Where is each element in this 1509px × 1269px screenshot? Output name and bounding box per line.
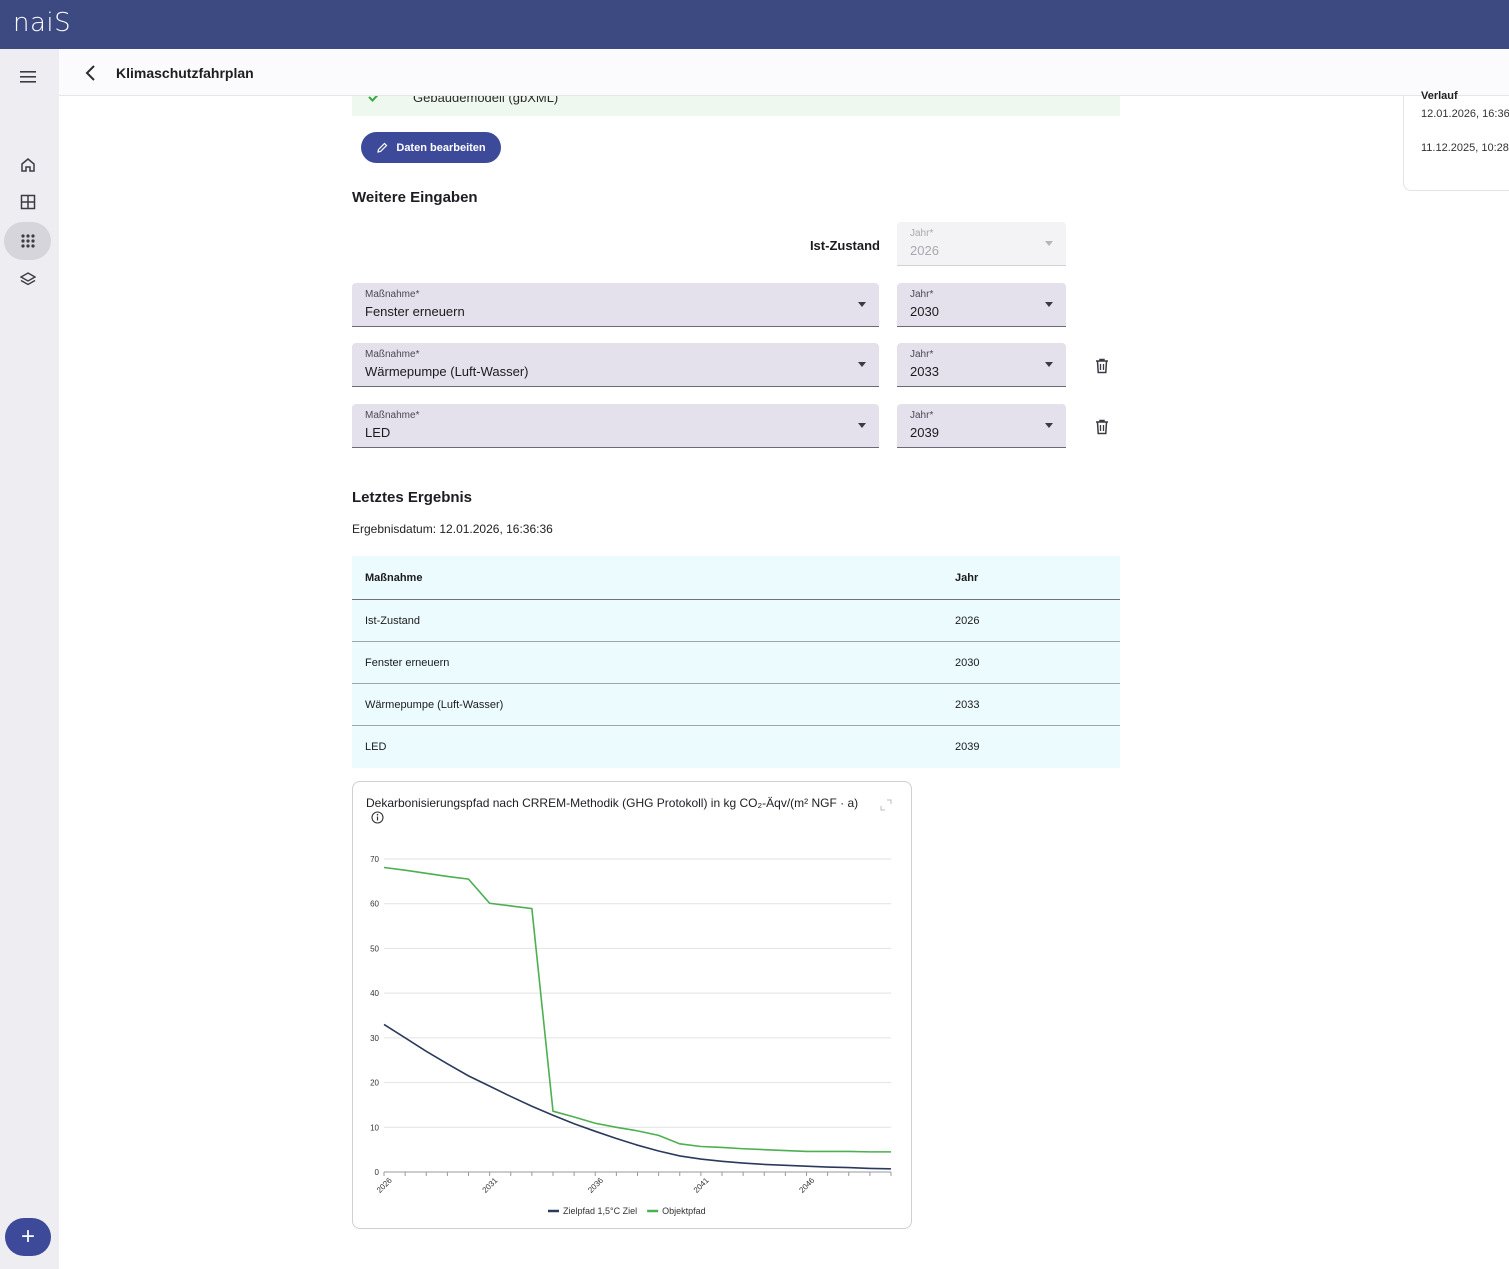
edit-data-label: Daten bearbeiten bbox=[396, 141, 486, 154]
table-row: LED 2039 bbox=[352, 726, 1120, 768]
history-entry[interactable]: 11.12.2025, 10:28 bbox=[1421, 142, 1509, 154]
legend-label: Objektpfad bbox=[662, 1206, 706, 1216]
dropdown-caret-icon bbox=[1045, 241, 1053, 246]
check-icon bbox=[368, 96, 379, 102]
field-value: LED bbox=[365, 425, 391, 440]
field-value: Fenster erneuern bbox=[365, 304, 465, 319]
x-tick-label: 2041 bbox=[692, 1175, 711, 1194]
navigation-rail bbox=[0, 49, 59, 1269]
table-cell: 2039 bbox=[955, 741, 980, 753]
info-icon[interactable] bbox=[371, 811, 384, 824]
x-tick-label: 2036 bbox=[586, 1175, 605, 1194]
field-label: Jahr* bbox=[910, 349, 934, 360]
y-tick-label: 60 bbox=[370, 900, 379, 909]
table-cell: Wärmepumpe (Luft-Wasser) bbox=[365, 698, 504, 711]
back-arrow-icon[interactable] bbox=[81, 63, 101, 83]
history-entry[interactable]: 12.01.2026, 16:36 bbox=[1421, 108, 1509, 120]
home-icon[interactable] bbox=[4, 146, 51, 184]
field-value: Wärmepumpe (Luft-Wasser) bbox=[365, 364, 529, 379]
measure-select[interactable]: Maßnahme* LED bbox=[352, 404, 879, 448]
ist-year-select: Jahr* 2026 bbox=[897, 222, 1066, 266]
table-row: Ist-Zustand 2026 bbox=[352, 600, 1120, 642]
history-panel: Verlauf 12.01.2026, 16:36 11.12.2025, 10… bbox=[1403, 90, 1509, 191]
y-tick-label: 70 bbox=[370, 855, 379, 864]
apps-icon[interactable] bbox=[4, 222, 51, 260]
layers-icon[interactable] bbox=[4, 260, 51, 298]
dashboard-icon[interactable] bbox=[4, 183, 51, 221]
add-button[interactable]: + bbox=[5, 1218, 51, 1256]
table-cell: Ist-Zustand bbox=[365, 614, 421, 627]
measure-select[interactable]: Maßnahme* Fenster erneuern bbox=[352, 283, 879, 327]
field-value: 2039 bbox=[910, 425, 939, 440]
dropdown-caret-icon bbox=[858, 423, 866, 428]
delete-icon[interactable] bbox=[1093, 418, 1111, 436]
column-header: Jahr bbox=[955, 571, 979, 584]
result-table: Maßnahme Jahr Ist-Zustand 2026 Fenster e… bbox=[352, 556, 1120, 768]
dropdown-caret-icon bbox=[1045, 302, 1053, 307]
column-header: Maßnahme bbox=[365, 571, 423, 584]
section-title-weitere: Weitere Eingaben bbox=[352, 189, 478, 206]
table-cell: 2026 bbox=[955, 614, 980, 627]
dropdown-caret-icon bbox=[858, 362, 866, 367]
field-label: Maßnahme* bbox=[365, 410, 420, 421]
table-row: Fenster erneuern 2030 bbox=[352, 642, 1120, 684]
input-status-row: Gebäudemodell (gbXML) bbox=[352, 96, 1120, 116]
expand-icon[interactable] bbox=[880, 799, 892, 811]
line-chart: 0 10 20 30 40 50 60 70 2026 2031 2036 2041 2046 Zielp… bbox=[370, 855, 892, 1216]
field-value: 2033 bbox=[910, 364, 939, 379]
year-select[interactable]: Jahr* 2030 bbox=[897, 283, 1066, 327]
field-label: Jahr* bbox=[910, 228, 934, 239]
y-tick-label: 20 bbox=[370, 1079, 379, 1088]
section-title-ergebnis: Letztes Ergebnis bbox=[352, 489, 473, 506]
field-label: Maßnahme* bbox=[365, 289, 420, 300]
field-label: Jahr* bbox=[910, 410, 934, 421]
table-cell: 2033 bbox=[955, 698, 980, 711]
model-file-label: Gebäudemodell (gbXML) bbox=[413, 96, 559, 105]
dropdown-caret-icon bbox=[1045, 362, 1053, 367]
y-tick-label: 40 bbox=[370, 989, 379, 998]
edit-data-button[interactable]: Daten bearbeiten bbox=[361, 132, 501, 163]
delete-icon[interactable] bbox=[1093, 357, 1111, 375]
field-value: 2026 bbox=[910, 243, 939, 258]
table-cell: Fenster erneuern bbox=[365, 656, 450, 669]
table-header-row: Maßnahme Jahr bbox=[352, 556, 1120, 600]
chart-title: Dekarbonisierungspfad nach CRREM-Methodi… bbox=[366, 796, 859, 810]
field-label: Jahr* bbox=[910, 289, 934, 300]
history-heading: Verlauf bbox=[1421, 90, 1458, 102]
result-date: Ergebnisdatum: 12.01.2026, 16:36:36 bbox=[352, 522, 553, 536]
x-tick-label: 2026 bbox=[375, 1175, 394, 1194]
x-tick-label: 2031 bbox=[481, 1175, 500, 1194]
field-label: Maßnahme* bbox=[365, 349, 420, 360]
table-row: Wärmepumpe (Luft-Wasser) 2033 bbox=[352, 684, 1120, 726]
table-cell: 2030 bbox=[955, 656, 980, 669]
table-cell: LED bbox=[365, 741, 387, 753]
app-bar: naiS bbox=[0, 0, 1509, 49]
y-tick-label: 30 bbox=[370, 1034, 379, 1043]
series-line bbox=[383, 1023, 892, 1170]
year-select[interactable]: Jahr* 2039 bbox=[897, 404, 1066, 448]
app-logo[interactable]: naiS bbox=[13, 8, 72, 38]
page-title: Klimaschutzfahrplan bbox=[116, 65, 254, 81]
x-tick-label: 2046 bbox=[797, 1175, 816, 1194]
menu-icon[interactable] bbox=[4, 58, 51, 96]
ist-zustand-label: Ist-Zustand bbox=[809, 238, 880, 253]
series-line bbox=[383, 866, 891, 1153]
measure-select[interactable]: Maßnahme* Wärmepumpe (Luft-Wasser) bbox=[352, 343, 879, 387]
chart-card: Dekarbonisierungspfad nach CRREM-Methodi… bbox=[352, 781, 912, 1229]
pencil-icon bbox=[377, 142, 388, 153]
dropdown-caret-icon bbox=[1045, 423, 1053, 428]
dropdown-caret-icon bbox=[858, 302, 866, 307]
legend-label: Zielpfad 1,5°C Ziel bbox=[563, 1206, 637, 1216]
page-header: Klimaschutzfahrplan bbox=[59, 49, 1509, 96]
y-tick-label: 50 bbox=[370, 944, 379, 953]
y-tick-label: 0 bbox=[375, 1168, 380, 1177]
year-select[interactable]: Jahr* 2033 bbox=[897, 343, 1066, 387]
y-tick-label: 10 bbox=[370, 1123, 379, 1132]
field-value: 2030 bbox=[910, 304, 939, 319]
